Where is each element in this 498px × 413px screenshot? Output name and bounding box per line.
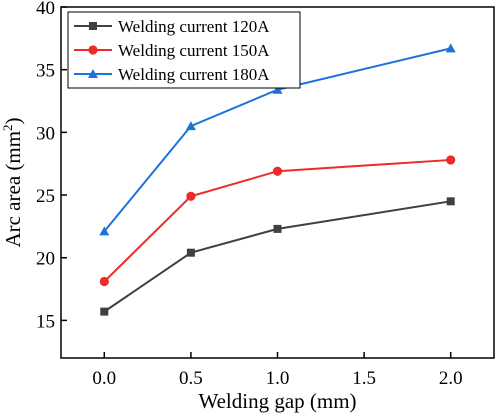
x-tick-label: 0.0 (92, 368, 116, 389)
legend: Welding current 120A Welding current 150A… (67, 11, 301, 89)
x-tick-label: 1.0 (266, 368, 290, 389)
data-point (272, 84, 283, 94)
y-axis-title: Arc area (mm2) (0, 117, 25, 247)
legend-label: Welding current 150A (118, 41, 270, 60)
data-point (99, 276, 109, 287)
x-axis-title: Welding gap (mm) (198, 389, 356, 413)
data-point (100, 307, 109, 316)
x-tick-label: 2.0 (439, 368, 463, 389)
y-axis-title-tail: ) (1, 117, 25, 124)
series (100, 197, 455, 316)
data-point (445, 43, 456, 53)
legend-label: Welding current 180A (118, 65, 270, 84)
data-point (186, 191, 196, 201)
data-point (273, 224, 282, 233)
y-axis-title-sup: 2 (0, 124, 15, 131)
plot-frame (60, 6, 495, 359)
y-tick-label: 40 (36, 0, 55, 19)
legend-item: Welding current 150A (74, 41, 270, 60)
y-tick-label: 20 (36, 249, 55, 270)
data-point (185, 121, 196, 131)
data-point (446, 155, 456, 165)
series-line (103, 47, 451, 233)
x-tick-label: 1.5 (352, 368, 376, 389)
y-tick-label: 15 (36, 311, 55, 332)
tick-labels: 0.0 0.5 1.0 1.5 2.0 15 20 25 30 35 40 (36, 0, 463, 389)
series-line (103, 200, 451, 313)
legend-label: Welding current 120A (118, 17, 270, 36)
series-line (103, 158, 451, 283)
data-point (186, 248, 195, 257)
y-tick-label: 35 (36, 61, 55, 82)
data-point (99, 226, 110, 236)
y-axis-title-main: Arc area (mm (1, 131, 25, 248)
series-group (99, 43, 456, 316)
series (99, 155, 456, 287)
data-point (272, 166, 283, 176)
x-tick-label: 0.5 (179, 368, 203, 389)
data-point (88, 45, 98, 55)
legend-item: Welding current 120A (74, 17, 270, 36)
data-point (446, 197, 455, 206)
legend-item: Welding current 180A (74, 65, 270, 84)
y-tick-label: 30 (36, 123, 55, 144)
data-point (88, 69, 98, 78)
data-point (89, 22, 97, 30)
series (99, 43, 456, 236)
y-tick-label: 25 (36, 186, 55, 207)
